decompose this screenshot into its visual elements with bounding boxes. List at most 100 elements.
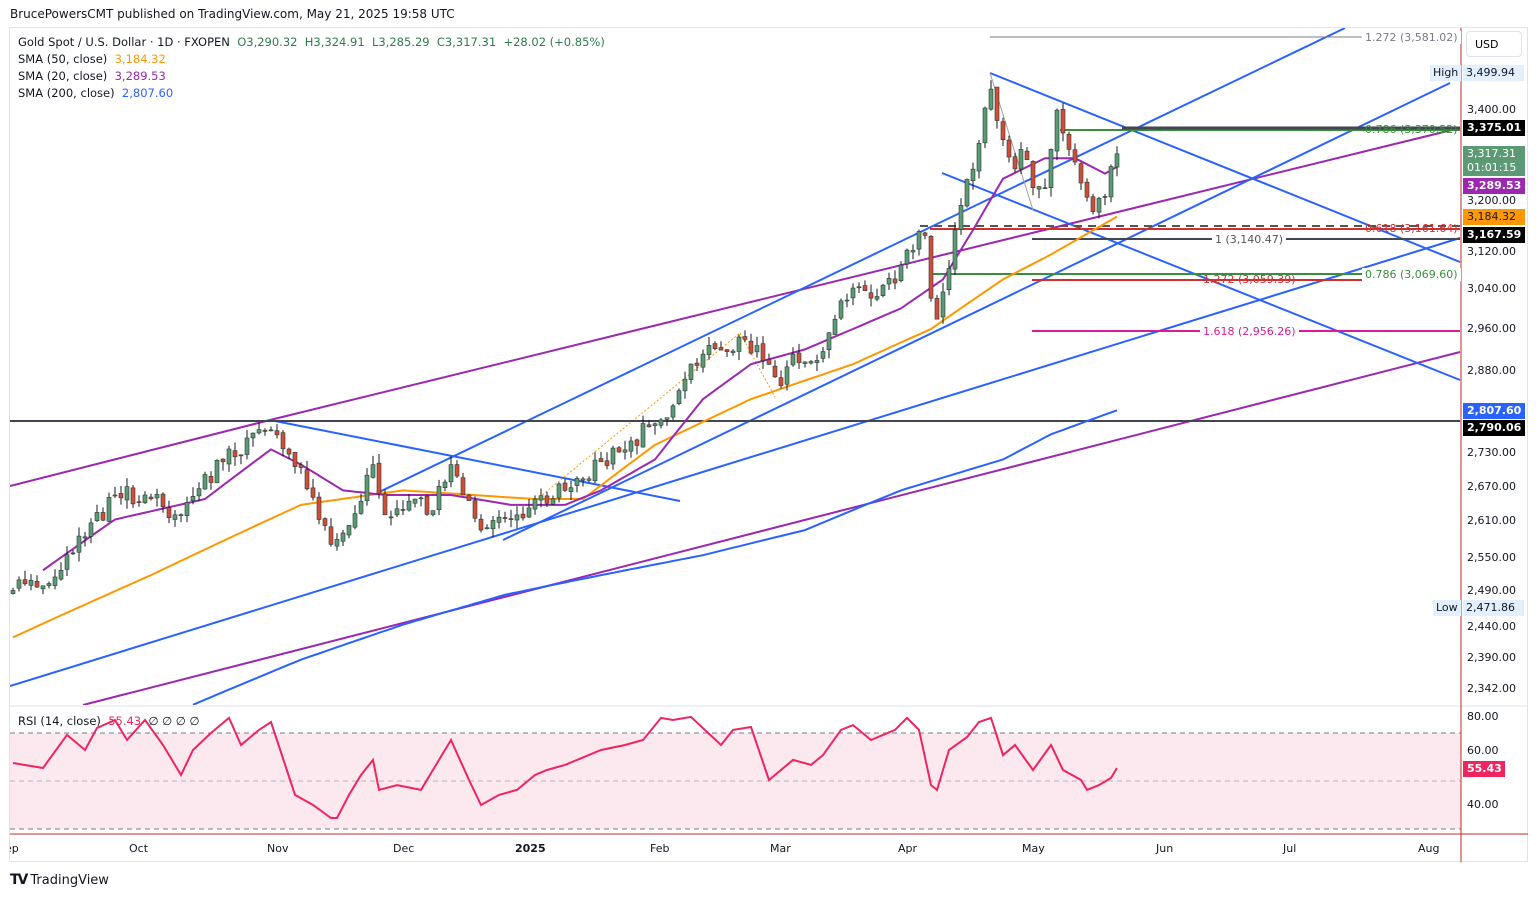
- candle[interactable]: [136, 495, 142, 507]
- candle[interactable]: [850, 283, 856, 306]
- candle[interactable]: [418, 496, 424, 507]
- candle[interactable]: [406, 493, 412, 512]
- candle[interactable]: [490, 516, 496, 538]
- candle[interactable]: [976, 140, 982, 179]
- candle[interactable]: [334, 533, 340, 551]
- candle[interactable]: [856, 282, 862, 293]
- candle[interactable]: [166, 500, 172, 524]
- symbol-row[interactable]: Gold Spot / U.S. Dollar · 1D · FXOPEN O3…: [18, 34, 605, 51]
- blue-descending-high[interactable]: [989, 72, 1461, 263]
- candle[interactable]: [280, 430, 286, 457]
- candle[interactable]: [994, 86, 1000, 129]
- candle[interactable]: [472, 496, 478, 523]
- candle[interactable]: [202, 471, 208, 490]
- candle[interactable]: [364, 468, 370, 506]
- candle[interactable]: [628, 436, 634, 458]
- candle[interactable]: [712, 341, 718, 351]
- candle[interactable]: [1024, 147, 1030, 161]
- candle[interactable]: [886, 272, 892, 291]
- candle[interactable]: [484, 524, 490, 530]
- candle[interactable]: [910, 244, 916, 260]
- candle[interactable]: [286, 447, 292, 460]
- candle[interactable]: [556, 482, 562, 503]
- candle[interactable]: [670, 403, 676, 421]
- candle[interactable]: [412, 498, 418, 508]
- candle[interactable]: [688, 363, 694, 384]
- candle[interactable]: [544, 491, 550, 508]
- candle[interactable]: [1090, 193, 1096, 215]
- candle[interactable]: [184, 496, 190, 523]
- candle[interactable]: [964, 178, 970, 208]
- candle[interactable]: [508, 509, 514, 528]
- candle[interactable]: [226, 445, 232, 472]
- candle[interactable]: [34, 575, 40, 588]
- candle[interactable]: [1054, 108, 1060, 161]
- candle[interactable]: [10, 587, 16, 595]
- candle[interactable]: [64, 546, 70, 577]
- candle[interactable]: [424, 494, 430, 516]
- candle[interactable]: [502, 511, 508, 523]
- candle[interactable]: [232, 442, 238, 466]
- candle[interactable]: [778, 370, 784, 389]
- candle[interactable]: [772, 360, 778, 378]
- candle[interactable]: [700, 349, 706, 373]
- blue-descending-nov[interactable]: [269, 419, 681, 502]
- candle[interactable]: [808, 360, 814, 365]
- candle[interactable]: [310, 478, 316, 501]
- candle[interactable]: [442, 479, 448, 492]
- candle[interactable]: [1114, 146, 1120, 177]
- rsi-legend[interactable]: RSI (14, close) 55.43 ∅ ∅ ∅ ∅: [18, 714, 200, 728]
- candle[interactable]: [328, 518, 334, 547]
- sma50-line[interactable]: [12, 215, 1118, 639]
- candle[interactable]: [838, 298, 844, 321]
- candle[interactable]: [730, 349, 736, 356]
- candle[interactable]: [532, 495, 538, 515]
- candle[interactable]: [1072, 143, 1078, 166]
- trendlines[interactable]: [10, 28, 1461, 705]
- candle[interactable]: [694, 358, 700, 372]
- candle[interactable]: [814, 354, 820, 372]
- candle[interactable]: [46, 581, 52, 589]
- candle[interactable]: [1060, 103, 1066, 142]
- candle[interactable]: [706, 336, 712, 360]
- candle[interactable]: [676, 388, 682, 406]
- candle[interactable]: [568, 480, 574, 501]
- currency-button[interactable]: USD: [1466, 31, 1522, 57]
- tradingview-logo[interactable]: TV TradingView: [10, 872, 109, 888]
- candle[interactable]: [514, 506, 520, 529]
- candle[interactable]: [466, 493, 472, 501]
- candle[interactable]: [586, 476, 592, 483]
- candle[interactable]: [1048, 148, 1054, 197]
- time-axis[interactable]: Sep Oct Nov Dec 2025 Feb Mar Apr May Jun…: [10, 836, 1461, 860]
- sma200-line[interactable]: [192, 409, 1118, 705]
- candle[interactable]: [400, 500, 406, 515]
- candle[interactable]: [802, 361, 808, 368]
- candle[interactable]: [1078, 162, 1084, 191]
- candle[interactable]: [922, 231, 928, 240]
- candle[interactable]: [1084, 178, 1090, 202]
- candle[interactable]: [970, 162, 976, 190]
- candle[interactable]: [952, 221, 958, 275]
- candle[interactable]: [1012, 152, 1018, 173]
- candle[interactable]: [958, 198, 964, 235]
- candle[interactable]: [160, 492, 166, 513]
- candle[interactable]: [748, 333, 754, 355]
- candle[interactable]: [718, 341, 724, 351]
- candle[interactable]: [1006, 135, 1012, 163]
- candle[interactable]: [796, 343, 802, 369]
- candle[interactable]: [220, 458, 226, 471]
- candle[interactable]: [436, 479, 442, 516]
- candle[interactable]: [916, 229, 922, 256]
- sma20-line[interactable]: [42, 157, 1118, 572]
- candle[interactable]: [268, 426, 274, 432]
- candle[interactable]: [640, 415, 646, 448]
- candle[interactable]: [58, 562, 64, 581]
- candle[interactable]: [496, 510, 502, 529]
- candle[interactable]: [208, 471, 214, 490]
- candle[interactable]: [250, 432, 256, 447]
- candle[interactable]: [454, 460, 460, 478]
- candle[interactable]: [346, 524, 352, 539]
- candle[interactable]: [940, 282, 946, 324]
- candle[interactable]: [616, 446, 622, 453]
